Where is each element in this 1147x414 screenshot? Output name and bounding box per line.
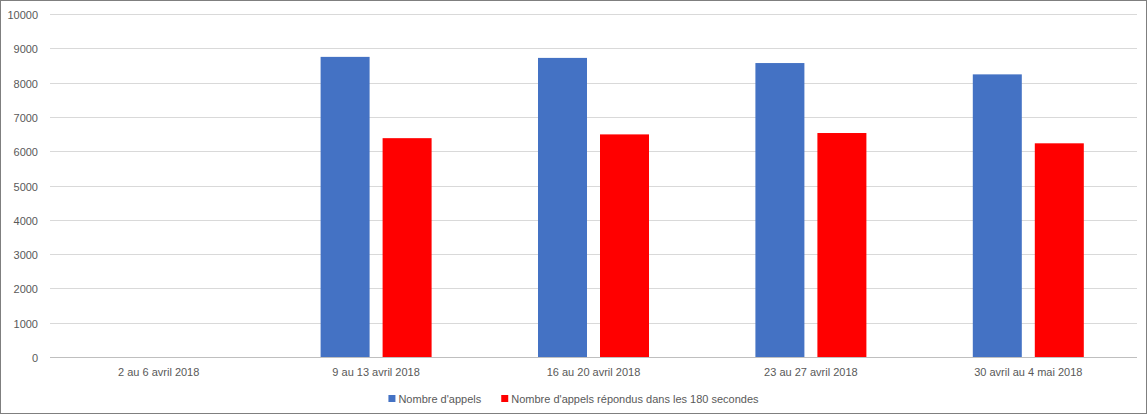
- y-tick-label: 7000: [14, 112, 38, 124]
- bar: [817, 133, 866, 357]
- x-tick-label: 16 au 20 avril 2018: [547, 366, 641, 378]
- chart: 0 1000 2000 3000 4000 5000 6000 7000 8000 9000 100…: [0, 0, 1147, 414]
- chart-frame: [1, 1, 1147, 414]
- bar: [1035, 143, 1084, 357]
- legend: Nombre d'appels Nombre d'appels répondus …: [388, 393, 759, 405]
- legend-label: Nombre d'appels répondus dans les 180 se…: [511, 393, 759, 405]
- bar: [321, 57, 370, 357]
- y-tick-label: 10000: [7, 9, 38, 21]
- grid: [50, 15, 1137, 358]
- grid-line: [50, 48, 1137, 49]
- bar: [973, 74, 1022, 357]
- bars: [321, 57, 1084, 357]
- legend-swatch: [388, 395, 395, 402]
- y-tick-label: 1000: [14, 318, 38, 330]
- y-tick-label: 0: [32, 352, 38, 364]
- legend-label: Nombre d'appels: [398, 393, 481, 405]
- bar: [383, 138, 432, 357]
- y-tick-label: 5000: [14, 181, 38, 193]
- bar: [538, 58, 587, 357]
- x-tick-label: 9 au 13 avril 2018: [332, 366, 419, 378]
- x-tick-label: 30 avril au 4 mai 2018: [974, 366, 1082, 378]
- y-tick-label: 9000: [14, 43, 38, 55]
- grid-line: [50, 357, 1137, 358]
- x-tick-label: 23 au 27 avril 2018: [764, 366, 858, 378]
- y-tick-label: 6000: [14, 146, 38, 158]
- x-tick-label: 2 au 6 avril 2018: [118, 366, 199, 378]
- grid-line: [50, 14, 1137, 15]
- bar: [755, 63, 804, 357]
- legend-swatch: [501, 395, 508, 402]
- y-tick-label: 4000: [14, 215, 38, 227]
- y-tick-label: 2000: [14, 283, 38, 295]
- bar: [600, 134, 649, 357]
- y-tick-label: 8000: [14, 78, 38, 90]
- y-tick-label: 3000: [14, 249, 38, 261]
